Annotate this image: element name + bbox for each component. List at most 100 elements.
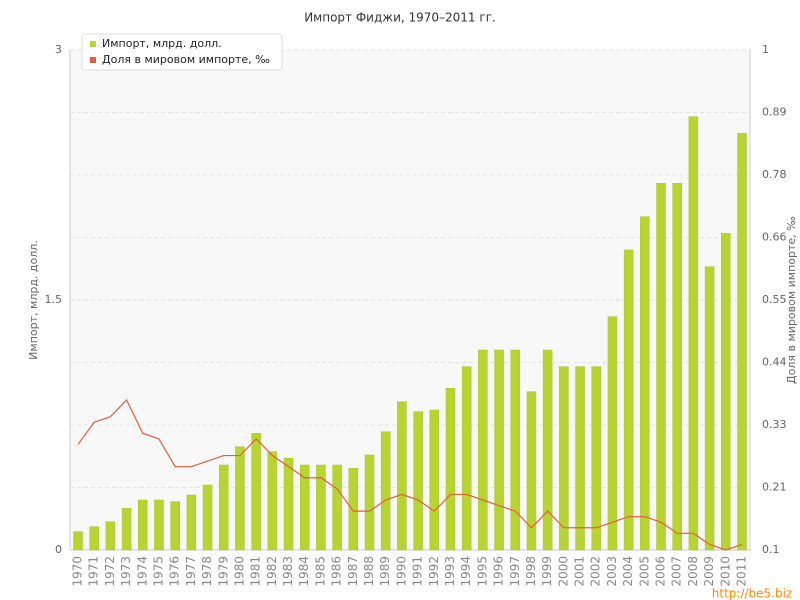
bar bbox=[105, 521, 116, 551]
x-tick-label: 1976 bbox=[168, 556, 182, 587]
bar bbox=[364, 454, 375, 551]
x-tick-label: 2002 bbox=[589, 556, 603, 587]
bar bbox=[89, 526, 99, 551]
y2-tick-label: 0.1 bbox=[762, 543, 780, 556]
legend-label: Доля в мировом импорте, ‰ bbox=[102, 53, 270, 66]
x-tick-label: 1988 bbox=[362, 556, 376, 587]
y2-tick-label: 0.89 bbox=[762, 106, 787, 119]
bar bbox=[397, 401, 407, 551]
y2-tick-label: 1 bbox=[762, 43, 769, 56]
x-tick-label: 1974 bbox=[135, 556, 149, 587]
y2-tick-label: 0.78 bbox=[762, 168, 787, 181]
bar bbox=[170, 501, 180, 551]
x-tick-label: 1992 bbox=[427, 556, 441, 587]
x-tick-label: 1986 bbox=[330, 556, 344, 587]
x-tick-label: 1993 bbox=[443, 556, 457, 587]
x-tick-label: 1980 bbox=[232, 556, 246, 587]
bar bbox=[672, 183, 682, 551]
bar bbox=[559, 366, 569, 551]
bar bbox=[526, 391, 537, 551]
bar bbox=[299, 464, 310, 551]
bar bbox=[348, 468, 359, 551]
x-tick-label: 1998 bbox=[524, 556, 538, 587]
bar bbox=[267, 451, 278, 551]
x-tick-label: 1975 bbox=[151, 556, 165, 587]
x-tick-label: 1997 bbox=[508, 556, 522, 587]
x-tick-label: 1987 bbox=[346, 556, 360, 587]
bar bbox=[73, 531, 83, 551]
x-tick-label: 2007 bbox=[670, 556, 684, 587]
y2-tick-label: 0.33 bbox=[762, 418, 787, 431]
x-tick-label: 1995 bbox=[475, 556, 489, 587]
x-tick-label: 1979 bbox=[216, 556, 230, 587]
bar bbox=[429, 409, 440, 551]
bar bbox=[478, 349, 488, 551]
x-tick-label: 2001 bbox=[573, 556, 587, 587]
x-tick-label: 1971 bbox=[87, 556, 101, 587]
bar bbox=[623, 249, 634, 551]
y2-axis-label: Доля в мировом импорте, ‰ bbox=[785, 216, 798, 384]
bar bbox=[542, 349, 553, 551]
bar bbox=[202, 484, 213, 551]
y2-tick-label: 0.66 bbox=[762, 231, 787, 244]
bar bbox=[688, 116, 699, 551]
x-tick-label: 1996 bbox=[492, 556, 506, 587]
x-tick-label: 1970 bbox=[71, 556, 85, 587]
x-tick-label: 1991 bbox=[411, 556, 425, 587]
y-tick-label: 1.5 bbox=[45, 293, 63, 306]
bar bbox=[575, 366, 585, 551]
x-tick-label: 2005 bbox=[637, 556, 651, 587]
bar bbox=[186, 494, 197, 551]
y-axis-label: Импорт, млрд. долл. bbox=[27, 240, 40, 360]
bar bbox=[640, 216, 650, 551]
bar bbox=[121, 508, 132, 551]
legend-swatch bbox=[90, 41, 96, 47]
x-tick-label: 1981 bbox=[249, 556, 263, 587]
y2-tick-label: 0.44 bbox=[762, 356, 787, 369]
x-tick-label: 1999 bbox=[540, 556, 554, 587]
bar bbox=[737, 133, 747, 551]
x-tick-label: 2009 bbox=[702, 556, 716, 587]
bar bbox=[510, 349, 521, 551]
bar bbox=[721, 233, 731, 551]
bar bbox=[656, 183, 666, 551]
bar bbox=[251, 433, 261, 551]
x-tick-label: 1978 bbox=[200, 556, 214, 587]
bar bbox=[413, 411, 423, 551]
bar bbox=[591, 366, 601, 551]
x-tick-label: 2000 bbox=[556, 556, 570, 587]
x-tick-label: 1985 bbox=[313, 556, 327, 587]
bar bbox=[138, 499, 148, 551]
y-tick-label: 0 bbox=[55, 543, 62, 556]
y-tick-label: 3 bbox=[55, 43, 62, 56]
bar bbox=[607, 316, 618, 551]
bar bbox=[219, 464, 229, 551]
x-tick-label: 2011 bbox=[735, 556, 749, 587]
bar bbox=[461, 366, 472, 551]
x-tick-label: 2004 bbox=[621, 556, 635, 587]
x-tick-label: 1989 bbox=[378, 556, 392, 587]
x-tick-label: 1973 bbox=[119, 556, 133, 587]
x-tick-label: 1984 bbox=[297, 556, 311, 587]
bar bbox=[283, 458, 294, 551]
legend-label: Импорт, млрд. долл. bbox=[102, 37, 222, 50]
bar bbox=[494, 349, 504, 551]
x-tick-label: 2006 bbox=[654, 556, 668, 587]
x-tick-label: 2008 bbox=[686, 556, 700, 587]
x-tick-label: 1994 bbox=[459, 556, 473, 587]
legend: Импорт, млрд. долл. Доля в мировом импорт… bbox=[81, 33, 283, 71]
x-tick-label: 1990 bbox=[394, 556, 408, 587]
bar bbox=[316, 464, 326, 551]
x-tick-label: 1983 bbox=[281, 556, 295, 587]
watermark: http://be5.biz bbox=[712, 587, 792, 600]
x-tick-label: 2003 bbox=[605, 556, 619, 587]
line bbox=[77, 398, 743, 551]
bar bbox=[380, 431, 391, 551]
x-tick-label: 1977 bbox=[184, 556, 198, 587]
x-tick-label: 1982 bbox=[265, 556, 279, 587]
legend-swatch bbox=[90, 57, 96, 63]
y2-tick-label: 0.21 bbox=[762, 481, 787, 494]
bar bbox=[704, 266, 715, 551]
bar bbox=[445, 388, 456, 551]
